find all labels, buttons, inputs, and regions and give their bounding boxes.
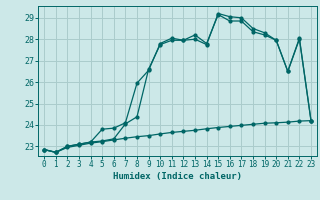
X-axis label: Humidex (Indice chaleur): Humidex (Indice chaleur)	[113, 172, 242, 181]
